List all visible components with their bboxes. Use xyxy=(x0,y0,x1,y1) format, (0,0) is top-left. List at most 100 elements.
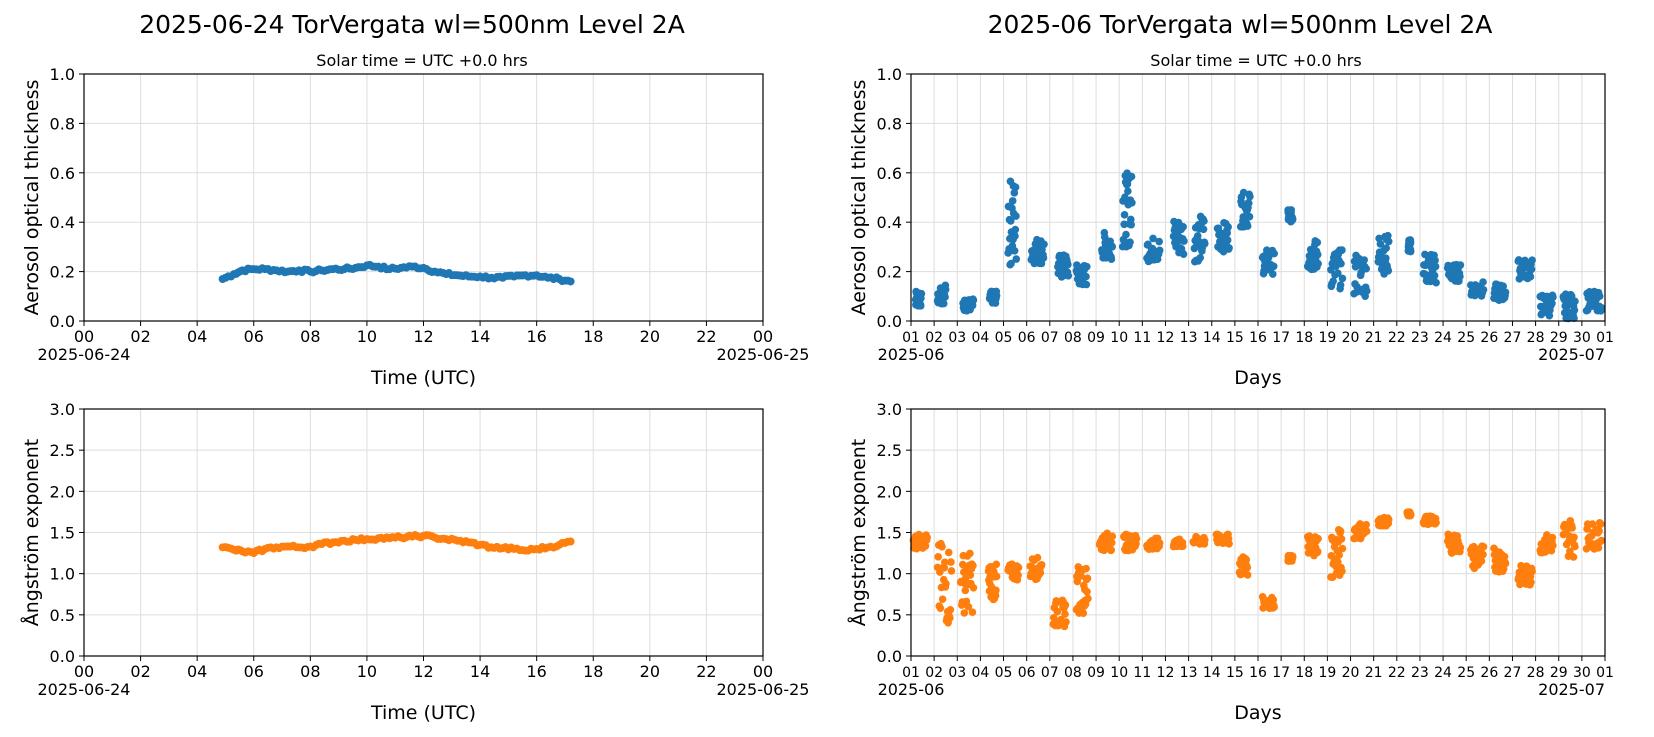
monthly-aod-xtick-label: 07 xyxy=(1041,330,1059,346)
daily-aod-subtitle: Solar time = UTC +0.0 hrs xyxy=(316,51,527,70)
daily-aod-xtick-label: 00 xyxy=(74,327,94,346)
monthly-aod-point xyxy=(1269,262,1278,271)
monthly-aod-xtick-label: 27 xyxy=(1504,330,1522,346)
monthly-angstrom-point xyxy=(1432,518,1440,527)
monthly-angstrom-frame xyxy=(910,408,1606,657)
daily-aod-ytick-label: 1.0 xyxy=(50,65,75,84)
daily-aod-point xyxy=(405,262,414,271)
monthly-angstrom-point xyxy=(1061,601,1070,609)
monthly-angstrom-point xyxy=(1384,515,1393,524)
monthly-aod-xtick-label: 04 xyxy=(971,330,989,346)
monthly-aod-point xyxy=(1526,272,1535,281)
daily-aod-ytick-label: 0.2 xyxy=(50,263,75,282)
monthly-angstrom-point xyxy=(940,564,949,572)
monthly-aod-point xyxy=(1515,256,1523,264)
monthly-aod-point xyxy=(1314,259,1322,268)
monthly-aod-xtick-label: 23 xyxy=(1411,330,1429,346)
monthly-aod-point xyxy=(1126,238,1134,247)
monthly-aod-point xyxy=(1223,236,1232,244)
monthly-angstrom-point xyxy=(1033,553,1042,562)
monthly-angstrom-point xyxy=(1338,544,1347,553)
monthly-aod-point xyxy=(1337,259,1345,268)
monthly-angstrom-xtick-label: 25 xyxy=(1457,665,1475,681)
monthly-angstrom-point xyxy=(1155,539,1164,547)
monthly-aod-point xyxy=(1082,280,1091,289)
monthly-angstrom-xtick-label: 06 xyxy=(1018,665,1036,681)
monthly-angstrom-point xyxy=(1243,563,1252,572)
monthly-aod-point xyxy=(939,299,948,308)
monthly-angstrom-xtick-label: 16 xyxy=(1249,665,1267,681)
monthly-angstrom-ytick-label: 0.0 xyxy=(877,647,902,666)
daily-angstrom-ytick-label: 2.0 xyxy=(50,482,75,501)
monthly-aod-xlabel: Days xyxy=(1234,367,1281,389)
monthly-aod-point xyxy=(1499,282,1508,290)
daily-angstrom-x-end-label: 2025-06-25 xyxy=(717,680,810,699)
monthly-angstrom-point xyxy=(1270,603,1278,611)
monthly-aod-point xyxy=(1119,236,1128,245)
monthly-aod-point xyxy=(1288,215,1297,224)
daily-angstrom-xtick-label: 12 xyxy=(413,662,433,681)
monthly-aod-point xyxy=(1595,292,1604,301)
monthly-angstrom-point xyxy=(1406,510,1415,519)
monthly-angstrom-x-end-label: 2025-07 xyxy=(1538,680,1605,699)
monthly-aod-point xyxy=(1406,238,1415,247)
monthly-aod-point xyxy=(1008,197,1017,205)
monthly-angstrom-point xyxy=(1597,536,1606,545)
monthly-angstrom-xtick-label: 12 xyxy=(1157,665,1175,681)
daily-angstrom-xtick-label: 04 xyxy=(187,662,207,681)
monthly-angstrom-point xyxy=(947,567,956,575)
monthly-angstrom-point xyxy=(1479,550,1487,559)
monthly-angstrom-point xyxy=(1594,544,1603,552)
monthly-aod-x-end-label: 2025-07 xyxy=(1538,345,1605,364)
daily-angstrom-point xyxy=(529,545,538,554)
daily-aod-xtick-label: 20 xyxy=(640,327,660,346)
monthly-aod-point xyxy=(1064,260,1072,269)
monthly-angstrom-point xyxy=(1083,574,1092,583)
monthly-aod-point xyxy=(916,302,925,310)
monthly-angstrom-point xyxy=(1334,558,1342,566)
monthly-aod-point xyxy=(1120,211,1129,219)
monthly-angstrom-point xyxy=(1079,609,1088,617)
monthly-angstrom-point xyxy=(1337,535,1346,543)
daily-aod-point xyxy=(507,271,516,280)
monthly-aod-point xyxy=(1243,222,1252,230)
monthly-aod-point xyxy=(941,293,949,301)
monthly-angstrom-point xyxy=(1527,578,1535,587)
monthly-aod-point xyxy=(1384,266,1393,275)
monthly-aod-xtick-label: 15 xyxy=(1226,330,1244,346)
monthly-aod-point xyxy=(1501,288,1510,297)
monthly-aod-point xyxy=(969,296,978,304)
monthly-angstrom-xtick-label: 26 xyxy=(1480,665,1498,681)
monthly-aod-point xyxy=(1122,230,1130,239)
monthly-angstrom-xtick-label: 03 xyxy=(948,665,966,681)
monthly-angstrom-point xyxy=(942,579,950,588)
monthly-aod-point xyxy=(1124,187,1132,196)
monthly-angstrom-point xyxy=(1014,563,1023,572)
monthly-aod-point xyxy=(1456,272,1464,281)
monthly-angstrom-point xyxy=(1571,542,1579,551)
monthly-angstrom-point xyxy=(1549,541,1557,550)
monthly-aod-point xyxy=(1430,271,1439,280)
monthly-aod-point xyxy=(1225,244,1233,252)
monthly-angstrom-point xyxy=(969,561,977,570)
monthly-aod-point xyxy=(1360,256,1368,264)
daily-aod-frame xyxy=(83,73,764,322)
monthly-aod-point xyxy=(1313,250,1322,259)
daily-aod-xtick-label: 00 xyxy=(753,327,773,346)
monthly-aod-point xyxy=(1329,277,1337,286)
monthly-angstrom-xtick-label: 13 xyxy=(1180,665,1198,681)
daily-angstrom-xtick-label: 18 xyxy=(583,662,603,681)
daily-angstrom-point xyxy=(280,542,289,551)
daily-aod-xtick-label: 08 xyxy=(300,327,320,346)
monthly-aod-xtick-label: 01 xyxy=(1596,330,1614,346)
daily-angstrom-scatter xyxy=(218,530,575,558)
monthly-angstrom-point xyxy=(966,549,974,558)
monthly-angstrom-point xyxy=(1313,547,1322,556)
monthly-angstrom-point xyxy=(1362,527,1371,535)
monthly-angstrom-xtick-label: 05 xyxy=(995,665,1013,681)
monthly-aod-point xyxy=(1384,231,1392,240)
monthly-aod-point xyxy=(1246,192,1254,201)
monthly-angstrom-point xyxy=(1335,551,1343,559)
monthly-aod-point xyxy=(1010,189,1019,197)
